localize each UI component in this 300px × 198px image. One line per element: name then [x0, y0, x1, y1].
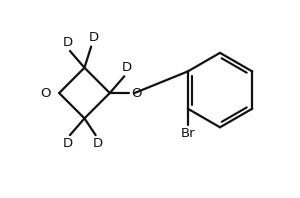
Text: D: D	[88, 31, 99, 44]
Text: D: D	[122, 61, 132, 74]
Text: D: D	[62, 36, 73, 49]
Text: Br: Br	[180, 128, 195, 140]
Text: O: O	[40, 87, 51, 100]
Text: O: O	[131, 87, 142, 100]
Text: D: D	[93, 137, 103, 150]
Text: D: D	[62, 137, 73, 150]
